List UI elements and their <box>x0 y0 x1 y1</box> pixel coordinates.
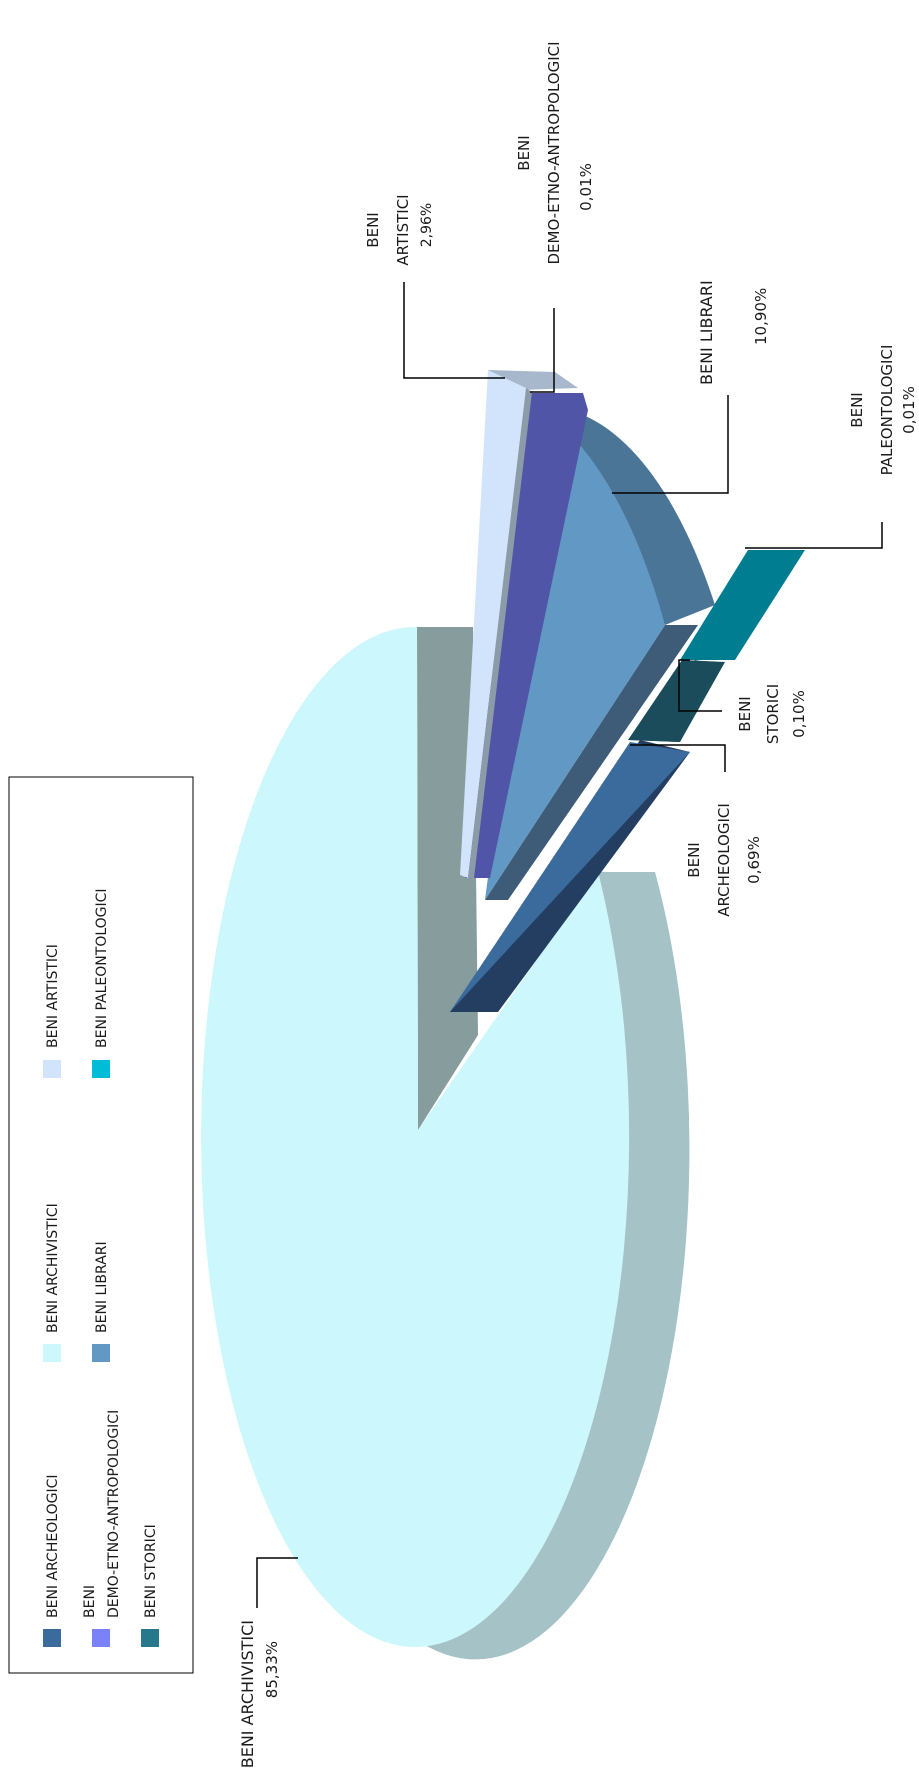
legend-label-artistici: BENI ARTISTICI <box>45 944 61 1048</box>
slice-artistici-edge <box>468 388 532 878</box>
legend-box <box>8 776 194 1674</box>
label-archeologici-value: 0,69% <box>745 836 763 884</box>
label-archivistici-name: BENI ARCHIVISTICI <box>238 1620 257 1768</box>
slice-paleontologici <box>680 550 805 660</box>
slice-archeologici <box>450 742 690 1012</box>
legend-label-demo-line2: DEMO-ETNO-ANTROPOLOGICI <box>106 1410 122 1618</box>
label-storici-line2: STORICI <box>764 684 782 744</box>
legend-swatch-artistici <box>43 1060 61 1078</box>
legend-label-paleontologici: BENI PALEONTOLOGICI <box>94 888 110 1048</box>
slice-archivistici-edge <box>417 627 478 1130</box>
label-artistici-line1: BENI <box>364 212 382 247</box>
slice-demo-side <box>465 393 588 878</box>
label-demo-line2: DEMO-ETNO-ANTROPOLOGICI <box>545 41 563 264</box>
label-artistici-value: 2,96% <box>419 203 435 247</box>
legend-label-librari: BENI LIBRARI <box>94 1241 110 1333</box>
leader-line-artistici <box>403 282 505 379</box>
label-demo-line1: BENI <box>515 135 533 170</box>
label-archeologici-line1: BENI <box>685 842 703 877</box>
label-storici-line1: BENI <box>736 696 754 731</box>
label-storici-value: 0,10% <box>790 690 808 738</box>
label-archeologici-line2: ARCHEOLOGICI <box>715 803 733 917</box>
slice-artistici <box>460 370 526 878</box>
legend-label-demo-line1: BENI <box>82 1585 98 1618</box>
legend-swatch-demo <box>92 1629 110 1647</box>
legend-swatch-archivistici <box>43 1344 61 1362</box>
slice-archivistici-side <box>420 872 690 1660</box>
legend-label-archivistici: BENI ARCHIVISTICI <box>45 1203 61 1333</box>
legend-swatch-librari <box>92 1344 110 1362</box>
slice-artistici-top <box>488 370 578 390</box>
leader-line-demo <box>530 308 555 393</box>
label-librari-name: BENI LIBRARI <box>697 280 716 385</box>
legend-swatch-paleontologici <box>92 1060 110 1078</box>
label-artistici-line2: ARTISTICI <box>394 194 412 265</box>
slice-storici <box>628 660 725 742</box>
leader-line-paleontologici <box>745 522 883 549</box>
leader-line-librari <box>612 395 729 494</box>
slice-archivistici <box>201 626 630 1647</box>
slice-librari <box>485 415 665 900</box>
label-paleontologici-value: 0,01% <box>900 386 918 434</box>
legend-label-archeologici: BENI ARCHEOLOGICI <box>45 1475 61 1618</box>
label-paleontologici-line2: PALEONTOLOGICI <box>878 345 896 476</box>
legend-swatch-archeologici <box>43 1629 61 1647</box>
legend-swatch-storici <box>141 1629 159 1647</box>
label-librari-value: 10,90% <box>752 288 770 345</box>
label-paleontologici-line1: BENI <box>848 392 866 427</box>
label-archivistici-value: 85,33% <box>263 1641 281 1698</box>
leader-line-archivistici <box>256 1557 298 1608</box>
legend: BENI ARCHEOLOGICI BENI ARCHIVISTICI BENI… <box>8 776 194 1674</box>
legend-label-storici: BENI STORICI <box>143 1524 159 1618</box>
leader-line-storici <box>678 659 722 712</box>
label-demo-value: 0,01% <box>577 163 595 211</box>
leader-line-archeologici <box>630 744 726 772</box>
slice-librari-side <box>485 625 698 900</box>
